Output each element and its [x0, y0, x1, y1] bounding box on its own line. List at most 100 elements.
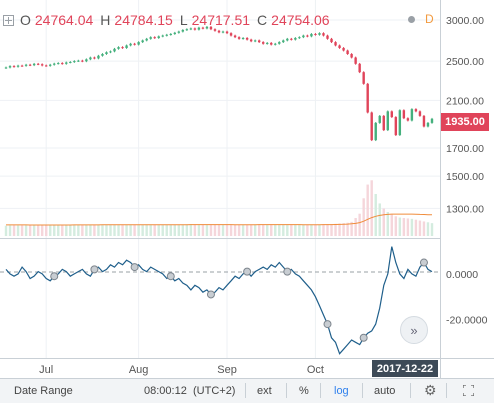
- volume-bar: [4, 225, 8, 236]
- volume-bar: [314, 224, 317, 236]
- candle-body: [322, 33, 325, 36]
- volume-bar: [217, 224, 221, 236]
- percent-button[interactable]: %: [299, 385, 309, 397]
- candle-body: [161, 35, 164, 37]
- candle-body: [57, 63, 60, 65]
- candle-body: [117, 47, 120, 49]
- indicator-marker: [90, 265, 99, 274]
- log-scale-button[interactable]: log: [334, 385, 349, 397]
- candle-body: [382, 115, 385, 131]
- time-tick-label: Sep: [217, 364, 237, 376]
- candle-body: [225, 31, 229, 34]
- candle-body: [274, 43, 277, 45]
- volume-bar: [430, 223, 434, 236]
- date-range-button[interactable]: Date Range: [14, 385, 73, 397]
- volume-bar: [270, 224, 273, 236]
- indicator-marker: [359, 333, 368, 342]
- fullscreen-icon[interactable]: [463, 385, 474, 396]
- volume-bar: [338, 223, 341, 236]
- candle-body: [366, 83, 369, 113]
- volume-bar: [169, 224, 172, 236]
- volume-bar: [274, 224, 277, 236]
- indicator-marker: [166, 272, 175, 281]
- auto-scale-button[interactable]: auto: [374, 385, 396, 397]
- volume-bar: [221, 224, 225, 236]
- volume-bar: [346, 222, 349, 236]
- volume-bar: [189, 224, 193, 236]
- candle-body: [137, 42, 140, 45]
- candle-body: [221, 31, 225, 33]
- volume-bar: [358, 213, 361, 236]
- volume-bar: [350, 221, 353, 236]
- candle-body: [249, 39, 253, 42]
- volume-bar: [266, 224, 269, 236]
- candle-body: [290, 38, 293, 40]
- candle-body: [298, 37, 301, 39]
- volume-bar: [286, 224, 289, 236]
- time-axis[interactable]: Jul Aug Sep Oct: [39, 364, 324, 376]
- clock-time: 08:00:12: [144, 385, 187, 397]
- candle-body: [354, 57, 357, 64]
- scroll-to-realtime-button[interactable]: »: [400, 316, 428, 344]
- volume-bar: [366, 184, 369, 236]
- settings-dot-icon[interactable]: [408, 15, 415, 23]
- volume-bar: [177, 224, 181, 236]
- volume-bar: [121, 224, 124, 236]
- volume-bar: [165, 224, 168, 236]
- candle-body: [213, 29, 217, 31]
- close-value: 24754.06: [271, 12, 330, 28]
- candle-body: [165, 34, 168, 36]
- low-value: 24717.51: [191, 12, 251, 28]
- volume-bar: [197, 224, 201, 236]
- volume-bar: [145, 224, 148, 236]
- candle-body: [8, 66, 12, 68]
- volume-bar: [205, 224, 209, 236]
- candle-body: [294, 37, 297, 40]
- volume-bar: [125, 224, 128, 236]
- candle-body: [378, 115, 381, 123]
- gear-icon[interactable]: ⚙: [424, 382, 437, 398]
- volume-bar: [398, 217, 402, 236]
- volume-bar: [49, 225, 52, 236]
- indicator-tick-label: 0.0000: [446, 269, 478, 281]
- price-axis[interactable]: 3000.00 2500.00 2100.00 1700.00 1500.00 1300.…: [446, 15, 488, 326]
- candle-body: [81, 60, 84, 62]
- volume-bar: [402, 218, 406, 236]
- candle-body: [97, 55, 100, 59]
- candle-body: [362, 72, 365, 84]
- candle-body: [73, 61, 76, 63]
- candle-body: [318, 33, 321, 35]
- expand-plus-icon[interactable]: [3, 14, 14, 26]
- indicator-marker: [283, 267, 292, 276]
- candle-body: [129, 43, 132, 46]
- time-tick-label: Jul: [39, 364, 53, 376]
- volume-bar: [326, 224, 329, 236]
- candle-body: [109, 51, 112, 53]
- volume-bar: [53, 224, 56, 236]
- interval-button[interactable]: D: [425, 12, 434, 26]
- candle-body: [358, 63, 361, 73]
- grid-lines: [0, 0, 440, 358]
- candle-body: [149, 37, 152, 39]
- volume-bar: [233, 224, 237, 236]
- candle-body: [330, 38, 333, 43]
- volume-bar: [213, 224, 217, 236]
- volume-bar: [193, 224, 197, 236]
- timezone-button[interactable]: (UTC+2): [193, 385, 236, 397]
- candle-body: [306, 35, 309, 37]
- candle-body: [173, 32, 176, 34]
- candle-body: [418, 111, 422, 116]
- candle-body: [346, 50, 349, 55]
- volume-bar: [137, 224, 140, 236]
- volume-bar: [257, 224, 261, 236]
- candle-body: [77, 60, 80, 62]
- price-tick-label: 1500.00: [446, 171, 484, 183]
- ext-button[interactable]: ext: [257, 385, 272, 397]
- candle-body: [270, 42, 273, 45]
- candle-body: [406, 118, 410, 121]
- candle-body: [266, 42, 269, 44]
- candle-body: [49, 64, 52, 66]
- volume-bar: [282, 224, 285, 236]
- volume-bar: [306, 224, 309, 236]
